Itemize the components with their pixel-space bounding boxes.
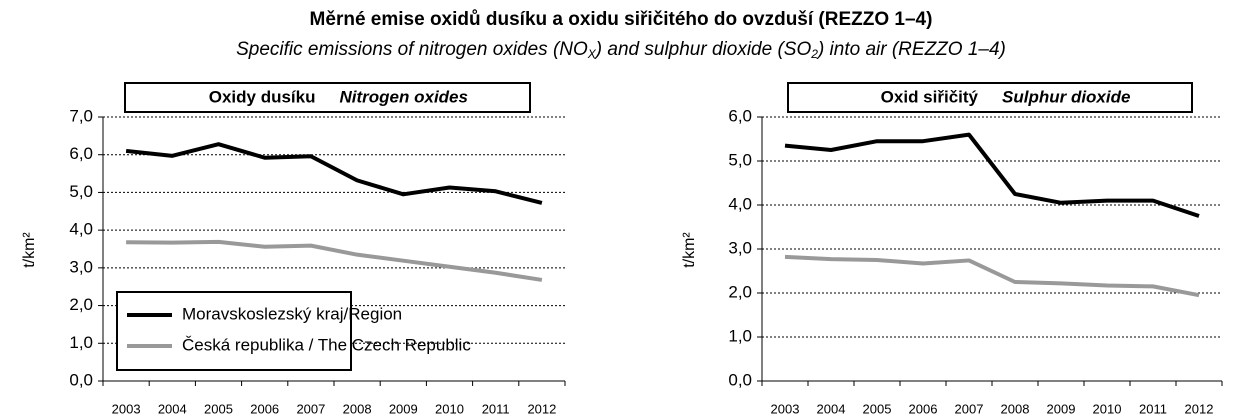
- y-tick-label: 6,0: [728, 106, 752, 125]
- y-tick-label: 4,0: [728, 194, 752, 213]
- series-line: [784, 254, 1200, 298]
- x-tick-label: 2004: [158, 401, 187, 416]
- subtitle-part: ) and sulphur dioxide (SO: [594, 39, 812, 60]
- y-tick-label: 3,0: [728, 238, 752, 257]
- x-tick-label: 2003: [771, 401, 800, 416]
- y-tick-label: 0,0: [728, 370, 752, 389]
- panel-title-box: [787, 82, 1193, 113]
- y-tick-label: 6,0: [69, 144, 93, 163]
- x-tick-label: 2005: [863, 401, 892, 416]
- subscript: X: [587, 47, 597, 61]
- x-tick-label: 2011: [1139, 401, 1167, 416]
- y-tick-label: 5,0: [69, 182, 93, 201]
- x-tick-label: 2007: [296, 401, 325, 416]
- x-tick-label: 2009: [389, 401, 418, 416]
- x-tick-label: 2010: [1093, 401, 1122, 416]
- series-line: [125, 142, 543, 205]
- x-tick-label: 2003: [112, 401, 141, 416]
- series-line: [126, 239, 543, 282]
- legend-box: [116, 291, 352, 371]
- x-tick-label: 2007: [955, 401, 984, 416]
- x-tick-label: 2011: [482, 401, 510, 416]
- panel-title-box: [124, 82, 531, 113]
- subtitle-part: Specific emissions of nitrogen oxides (N…: [236, 39, 588, 60]
- panel-title-en: Nitrogen oxides: [340, 87, 468, 106]
- legend-label: Česká republika / The Czech Republic: [182, 335, 471, 354]
- x-tick-label: 2012: [527, 401, 556, 416]
- series-line: [784, 132, 1200, 218]
- panel-title-en: Sulphur dioxide: [1002, 87, 1130, 106]
- title: Měrné emise oxidů dusíku a oxidu siřičit…: [310, 9, 933, 30]
- legend-label: Moravskoslezský kraj/Region: [182, 304, 402, 323]
- y-tick-label: 0,0: [69, 370, 93, 389]
- y-tick-label: 7,0: [69, 106, 93, 125]
- y-tick-label: 2,0: [728, 282, 752, 301]
- x-tick-label: 2008: [343, 401, 372, 416]
- y-tick-label: 2,0: [69, 295, 93, 314]
- x-tick-label: 2009: [1047, 401, 1076, 416]
- x-tick-label: 2004: [817, 401, 846, 416]
- x-tick-label: 2012: [1185, 401, 1214, 416]
- subtitle-part: ) into air (REZZO 1–4): [816, 39, 1006, 60]
- x-tick-label: 2008: [1001, 401, 1030, 416]
- y-tick-label: 1,0: [728, 326, 752, 345]
- subscript: 2: [810, 47, 818, 61]
- y-axis-label: t/km²: [21, 232, 38, 268]
- y-tick-label: 4,0: [69, 220, 93, 239]
- x-tick-label: 2005: [204, 401, 233, 416]
- y-tick-label: 3,0: [69, 257, 93, 276]
- panel-title: Oxidy dusíku: [209, 87, 316, 106]
- subtitle: Specific emissions of nitrogen oxides (N…: [236, 39, 1006, 61]
- x-tick-label: 2010: [435, 401, 464, 416]
- y-axis-label: t/km²: [681, 232, 698, 268]
- panel-title: Oxid siřičitý: [881, 87, 979, 106]
- y-tick-label: 1,0: [69, 333, 93, 352]
- x-tick-label: 2006: [909, 401, 938, 416]
- x-tick-label: 2006: [250, 401, 279, 416]
- y-tick-label: 5,0: [728, 150, 752, 169]
